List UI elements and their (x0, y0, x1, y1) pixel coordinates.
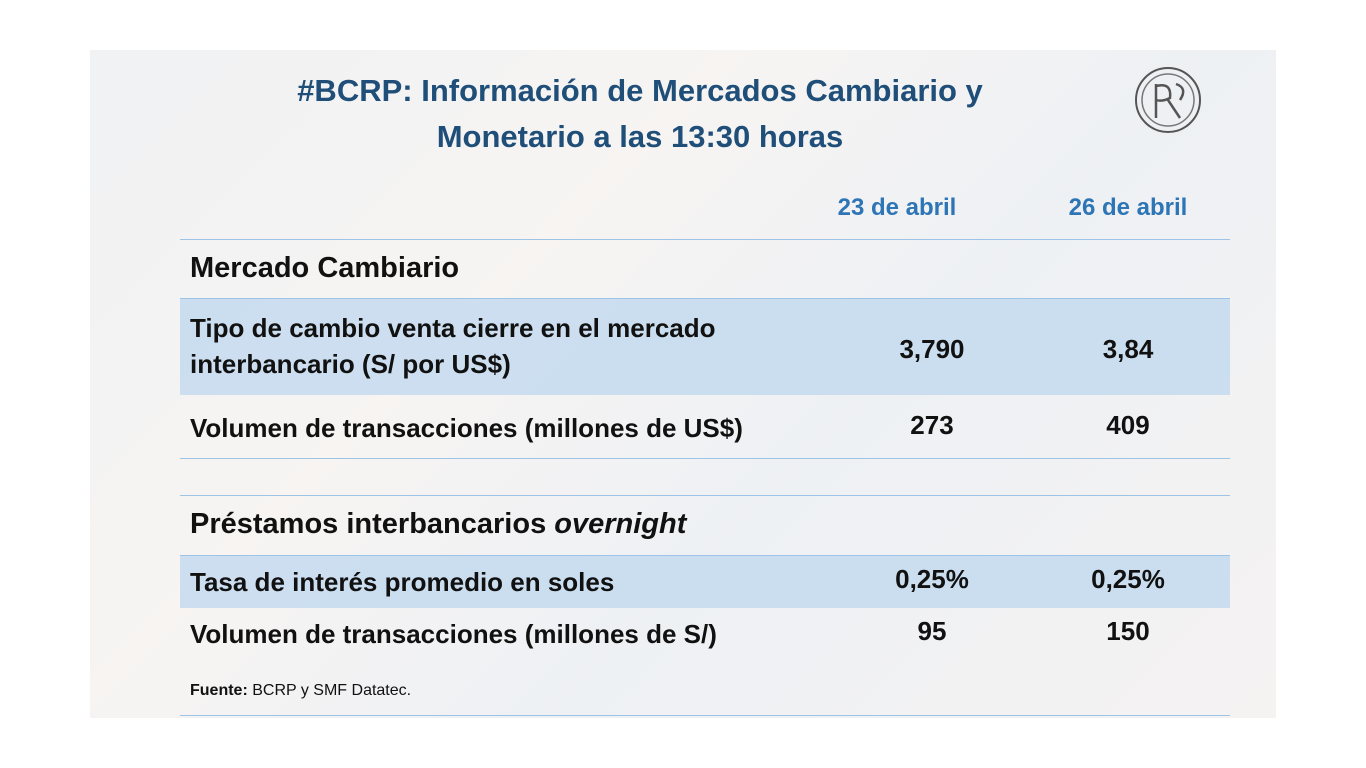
row-label: Volumen de transacciones (millones de US… (190, 413, 743, 443)
title-line: Monetario a las 13:30 horas (436, 119, 844, 154)
column-header: 23 de abril (837, 194, 957, 221)
rule (180, 458, 1230, 459)
section-title-italic: overnight (554, 508, 687, 540)
title: #BCRP: Información de Mercados Cambiario… (140, 68, 1140, 160)
column-header: 26 de abril (1068, 194, 1188, 221)
section-title: Mercado Cambiario (190, 252, 460, 284)
logo-monogram (1154, 82, 1185, 119)
row-label: Tasa de interés promedio en soles (190, 567, 615, 597)
row-shade (180, 556, 1230, 608)
cell: 150 (1106, 616, 1150, 646)
rule (180, 239, 1230, 240)
cell: 0,25% (895, 564, 969, 594)
cell: 273 (910, 410, 954, 440)
cell: 409 (1106, 410, 1150, 440)
cell: 0,25% (1091, 564, 1165, 594)
cell: 3,84 (1102, 334, 1154, 364)
source: Fuente: BCRP y SMF Datatec. (190, 682, 411, 700)
source-text: BCRP y SMF Datatec. (252, 682, 412, 699)
row-shade (180, 299, 1230, 395)
section-title-text: Préstamos interbancarios (190, 508, 547, 540)
rule (180, 715, 1230, 716)
logo-ring (1135, 67, 1201, 133)
row-label: Volumen de transacciones (millones de S/… (190, 619, 717, 649)
cell: 3,790 (899, 334, 965, 364)
rule (180, 298, 1230, 299)
rule (180, 555, 1230, 556)
source-label: Fuente: (190, 682, 248, 699)
rule (180, 495, 1230, 496)
section-title: Préstamos interbancarios overnight (190, 508, 686, 541)
cell: 95 (917, 616, 947, 646)
row-label: Tipo de cambio venta cierre en el mercad… (190, 313, 716, 379)
title-line: #BCRP: Información de Mercados Cambiario… (297, 73, 983, 108)
logo (1135, 67, 1201, 133)
logo-ring (1141, 73, 1195, 127)
